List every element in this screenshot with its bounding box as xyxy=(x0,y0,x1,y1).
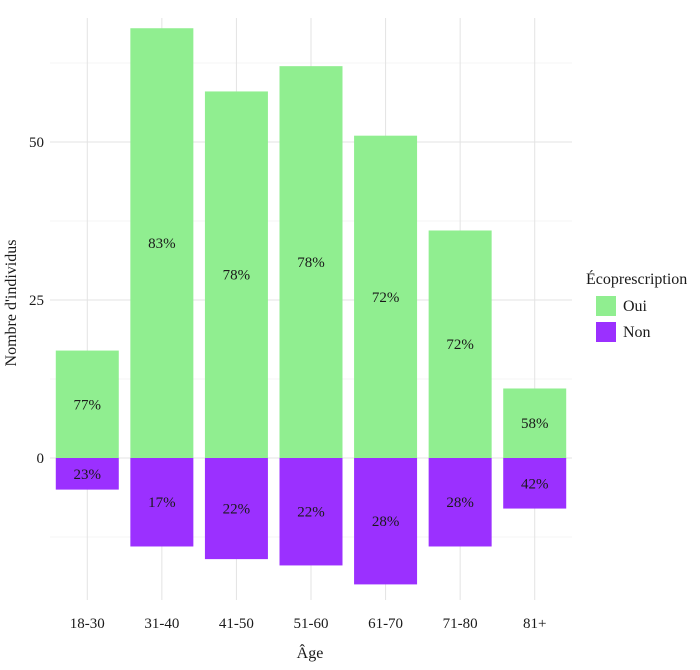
x-tick-label: 51-60 xyxy=(294,616,329,632)
bar-non-41-50 xyxy=(204,458,268,560)
x-tick-label: 41-50 xyxy=(219,616,254,632)
legend-label-oui: Oui xyxy=(623,298,648,315)
y-axis-ticks: 0 25 50 xyxy=(29,135,44,467)
bar-oui-51-60 xyxy=(279,66,343,458)
bar-oui-31-40 xyxy=(130,28,194,459)
bar-non-71-80 xyxy=(428,458,492,547)
bar-non-61-70 xyxy=(354,458,418,585)
x-tick-label: 61-70 xyxy=(368,616,403,632)
x-tick-label: 81+ xyxy=(523,616,546,632)
bar-non-31-40 xyxy=(130,458,194,547)
bar-oui-18-30 xyxy=(55,350,119,458)
bar-oui-81+ xyxy=(503,388,567,458)
bar-label-oui-41-50: 78% xyxy=(223,268,251,284)
bar-label-oui-18-30: 77% xyxy=(74,397,102,413)
legend-swatch-oui xyxy=(596,296,616,316)
y-tick-label: 50 xyxy=(29,135,44,151)
x-tick-label: 31-40 xyxy=(144,616,179,632)
y-axis-title: Nombre d'individus xyxy=(3,240,20,367)
bar-label-non-41-50: 22% xyxy=(223,502,251,518)
bar-non-18-30 xyxy=(55,458,119,490)
bars xyxy=(55,28,567,585)
bar-non-51-60 xyxy=(279,458,343,566)
bar-label-non-18-30: 23% xyxy=(74,467,102,483)
y-tick-label: 0 xyxy=(37,451,45,467)
bar-oui-71-80 xyxy=(428,230,492,458)
x-tick-label: 71-80 xyxy=(443,616,478,632)
y-tick-label: 25 xyxy=(29,293,44,309)
bar-oui-41-50 xyxy=(204,91,268,458)
bar-label-oui-81+: 58% xyxy=(521,416,549,432)
bar-label-non-81+: 42% xyxy=(521,476,549,492)
bar-label-non-71-80: 28% xyxy=(446,495,474,511)
bar-label-non-31-40: 17% xyxy=(148,495,176,511)
x-axis-ticks: 18-30 31-40 41-50 51-60 61-70 71-80 81+ xyxy=(70,616,547,632)
bar-labels: 77% 83% 78% 78% 72% 72% 58% 23% 17% 22% 22% 28% 28% 4… xyxy=(74,236,549,530)
bar-label-non-61-70: 28% xyxy=(372,514,400,530)
x-tick-label: 18-30 xyxy=(70,616,105,632)
legend-swatch-non xyxy=(596,322,616,342)
legend-label-non: Non xyxy=(623,324,651,341)
legend-title: Écoprescription xyxy=(586,269,687,288)
legend: Écoprescription Oui Non xyxy=(586,269,687,342)
bar-label-oui-31-40: 83% xyxy=(148,236,176,252)
bar-oui-61-70 xyxy=(354,135,418,458)
bar-label-non-51-60: 22% xyxy=(297,505,325,521)
bar-non-81+ xyxy=(503,458,567,509)
bar-label-oui-61-70: 72% xyxy=(372,290,400,306)
bar-label-oui-71-80: 72% xyxy=(446,337,474,353)
bar-label-oui-51-60: 78% xyxy=(297,255,325,271)
x-axis-title: Âge xyxy=(297,643,324,662)
